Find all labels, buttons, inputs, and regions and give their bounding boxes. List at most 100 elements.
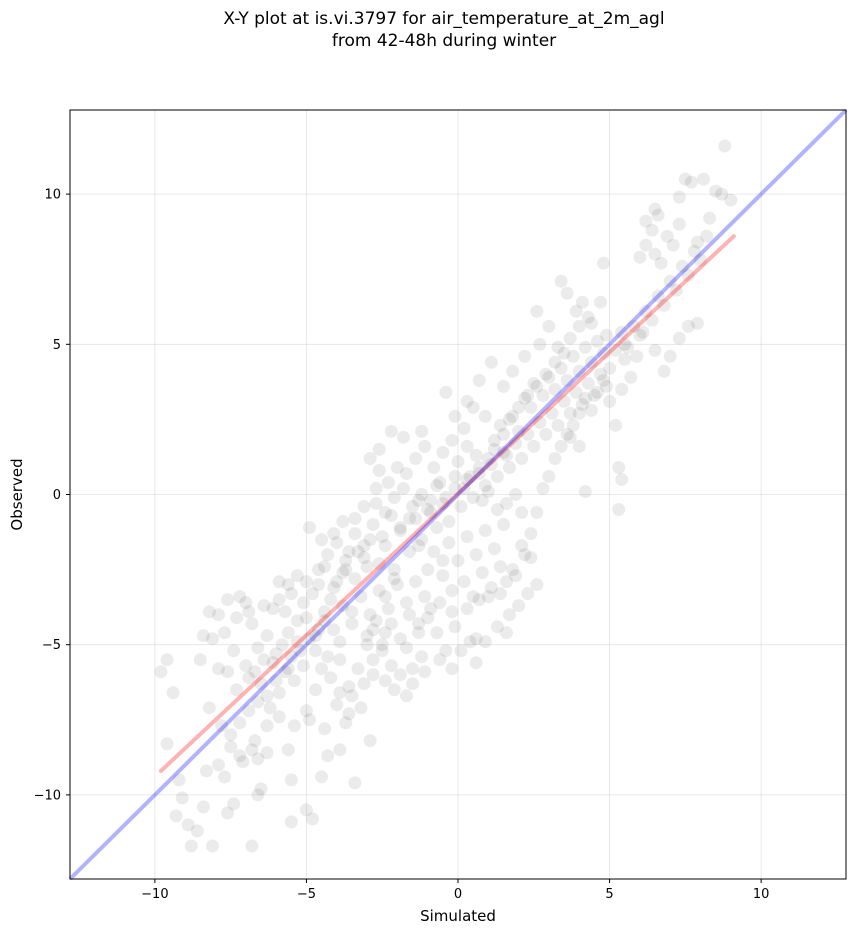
- data-point: [312, 563, 326, 577]
- data-point: [257, 599, 271, 613]
- data-point: [554, 274, 568, 288]
- data-point: [360, 638, 374, 652]
- data-point: [284, 650, 298, 664]
- data-point: [551, 340, 565, 354]
- data-point: [324, 593, 338, 607]
- data-point: [354, 590, 368, 604]
- data-point: [503, 608, 516, 622]
- data-point: [663, 349, 677, 363]
- data-point: [206, 839, 219, 853]
- data-point: [597, 256, 610, 270]
- x-axis-label: Simulated: [420, 907, 496, 925]
- data-point: [500, 497, 513, 510]
- data-point: [272, 710, 286, 724]
- data-point: [630, 349, 644, 363]
- data-point: [481, 485, 495, 498]
- data-point: [718, 139, 732, 153]
- data-point: [357, 551, 371, 565]
- data-point: [536, 482, 550, 495]
- data-point: [527, 439, 541, 453]
- data-point: [281, 743, 295, 757]
- data-point: [424, 494, 438, 507]
- data-point: [572, 364, 586, 378]
- data-point: [675, 259, 689, 273]
- data-point: [460, 394, 474, 408]
- data-point: [551, 418, 565, 432]
- y-tick-label: 0: [53, 488, 61, 503]
- data-point: [645, 313, 659, 327]
- data-point: [506, 409, 520, 423]
- data-point: [233, 749, 247, 763]
- data-point: [251, 641, 265, 655]
- data-point: [418, 665, 432, 679]
- data-point: [421, 611, 435, 625]
- data-point: [369, 497, 383, 510]
- data-point: [309, 683, 322, 697]
- data-point: [490, 620, 504, 634]
- data-point: [566, 418, 580, 432]
- data-point: [512, 400, 526, 414]
- data-point: [454, 500, 468, 513]
- data-point: [387, 572, 401, 586]
- data-point: [396, 430, 410, 444]
- data-point: [448, 620, 462, 634]
- data-point: [181, 818, 195, 832]
- data-point: [318, 560, 332, 574]
- data-point: [248, 734, 262, 748]
- data-point: [645, 223, 659, 237]
- data-point: [272, 575, 286, 589]
- data-point: [506, 563, 520, 577]
- data-point: [497, 518, 510, 531]
- data-point: [415, 424, 429, 438]
- data-point: [375, 530, 389, 544]
- x-tick-label: 10: [753, 887, 770, 902]
- data-point: [387, 563, 401, 577]
- data-point: [457, 482, 471, 495]
- data-point: [681, 268, 695, 282]
- data-point: [697, 172, 710, 186]
- data-point: [527, 376, 541, 390]
- data-point: [330, 575, 344, 589]
- data-point: [466, 491, 480, 504]
- data-point: [387, 683, 401, 697]
- data-point: [196, 800, 210, 814]
- data-point: [475, 494, 489, 507]
- y-tick-label: −10: [34, 788, 61, 803]
- data-point: [287, 674, 301, 688]
- data-point: [424, 506, 438, 519]
- data-point: [381, 476, 395, 489]
- data-point: [515, 539, 529, 553]
- data-point: [584, 355, 598, 369]
- data-point: [639, 214, 653, 228]
- data-point: [318, 614, 332, 628]
- data-point: [260, 629, 274, 643]
- data-point: [290, 614, 304, 628]
- data-point: [396, 482, 410, 495]
- data-point: [484, 581, 498, 595]
- data-point: [460, 530, 474, 544]
- data-point: [242, 605, 256, 619]
- y-axis-label: Observed: [8, 458, 26, 530]
- data-point: [678, 172, 692, 186]
- data-point: [169, 809, 183, 823]
- data-point: [487, 433, 501, 447]
- data-point: [212, 608, 225, 622]
- data-point: [403, 512, 416, 525]
- data-point: [336, 566, 350, 580]
- data-point: [299, 803, 313, 817]
- data-point: [409, 452, 423, 465]
- data-point: [536, 388, 550, 402]
- data-point: [533, 337, 547, 351]
- data-point: [415, 650, 429, 664]
- data-point: [327, 623, 341, 637]
- data-point: [466, 400, 480, 414]
- data-point: [254, 782, 268, 796]
- data-point: [154, 665, 168, 679]
- data-point: [406, 500, 419, 513]
- data-point: [360, 629, 374, 643]
- data-point: [478, 635, 492, 649]
- data-point: [199, 764, 213, 778]
- data-point: [597, 373, 610, 387]
- data-point: [515, 506, 529, 519]
- data-point: [336, 515, 350, 528]
